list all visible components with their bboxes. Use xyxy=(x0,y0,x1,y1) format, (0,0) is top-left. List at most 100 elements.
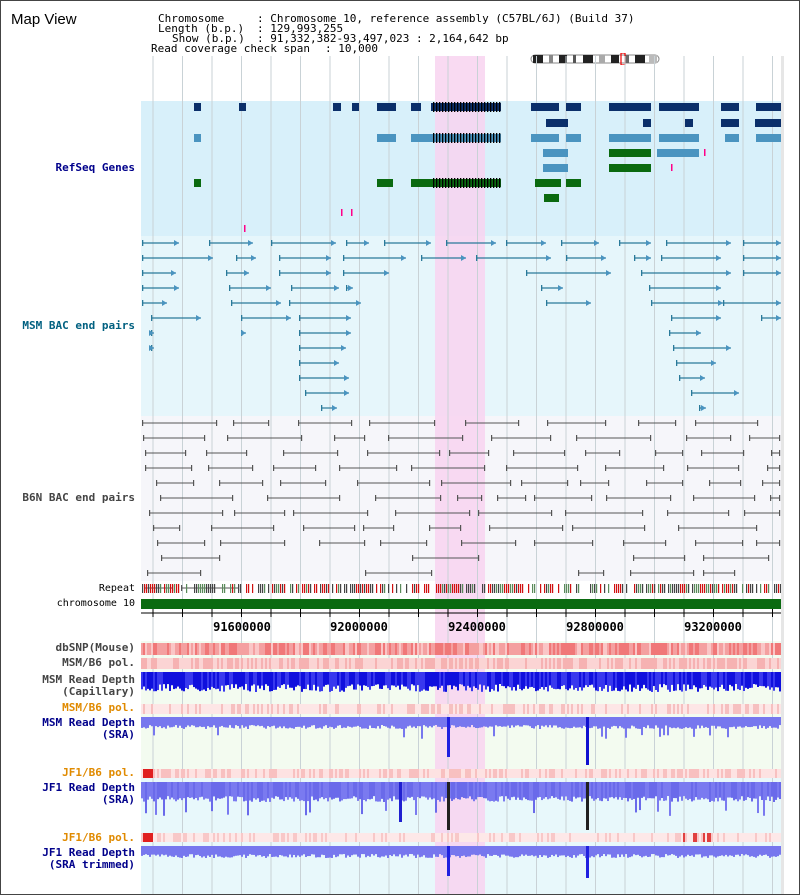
msm-sra-depth xyxy=(197,717,199,728)
msm-bac-end xyxy=(546,300,548,306)
msm-sra-depth xyxy=(387,717,389,728)
msm-b6-pol-cell xyxy=(707,658,709,669)
msm-b6-pol-cell xyxy=(511,658,513,669)
msm-capillary-depth xyxy=(473,672,475,687)
msm-capillary-depth xyxy=(585,672,587,686)
msm-b6-pol-cell xyxy=(257,658,259,669)
jf1-trimmed-depth xyxy=(767,846,769,857)
msm-bac-end xyxy=(142,255,144,261)
dbsnp-cell xyxy=(229,643,231,655)
jf1-b6-pol-cell xyxy=(717,833,719,842)
jf1-sra-depth xyxy=(369,782,371,800)
msm-b6-pol-cell xyxy=(465,658,467,669)
repeat-mark xyxy=(450,584,452,593)
b6n-bac-end xyxy=(211,525,213,531)
jf1-b6-pol-cell xyxy=(751,833,753,842)
jf1-b6-pol-cell xyxy=(389,833,391,842)
msm-b6-pol-cell xyxy=(779,658,781,669)
jf1-trimmed-depth xyxy=(543,846,545,856)
jf1-sra-depth xyxy=(703,782,705,800)
jf1-sra-depth xyxy=(549,782,551,799)
jf1-b6-pol-cell xyxy=(177,769,179,778)
msm-sra-depth xyxy=(245,717,247,727)
repeat-mark xyxy=(700,584,702,593)
repeat-mark xyxy=(380,584,382,593)
jf1-trimmed-depth xyxy=(293,846,295,855)
msm-sra-depth xyxy=(143,717,145,728)
jf1-b6-pol-cell xyxy=(199,833,201,842)
msm-capillary-depth xyxy=(617,672,619,691)
repeat-mark xyxy=(440,584,442,593)
msm-b6-pol-cell xyxy=(595,704,597,714)
msm-sra-depth-peak xyxy=(586,717,589,765)
b6n-bac-end xyxy=(576,435,578,441)
msm-capillary-depth xyxy=(673,672,675,691)
jf1-b6-pol-cell xyxy=(641,833,643,842)
dbsnp-cell xyxy=(263,643,265,655)
msm-b6-pol-cell xyxy=(757,704,759,714)
jf1-b6-pol-cell xyxy=(179,769,181,778)
b6n-bac-end xyxy=(518,420,520,426)
msm-b6-pol-cell xyxy=(273,704,275,714)
msm-b6-pol-cell xyxy=(217,704,219,714)
msm-sra-depth xyxy=(353,717,355,727)
jf1-sra-depth xyxy=(579,782,581,798)
jf1-trimmed-depth xyxy=(201,846,203,858)
jf1-sra-depth xyxy=(723,782,725,801)
repeat-mark xyxy=(756,584,758,593)
b6n-bac-end xyxy=(461,540,463,546)
msm-capillary-depth xyxy=(313,672,315,685)
jf1-trimmed-depth xyxy=(363,846,365,855)
jf1-sra-depth xyxy=(729,782,731,798)
b6n-bac-end xyxy=(646,480,648,486)
dbsnp-cell xyxy=(617,643,619,655)
msm-sra-depth xyxy=(437,717,439,727)
jf1-trimmed-depth xyxy=(337,846,339,857)
jf1-b6-pol-cell xyxy=(341,769,343,778)
jf1-b6-pol-cell xyxy=(223,833,225,842)
dbsnp-cell xyxy=(521,643,523,655)
dbsnp-cell xyxy=(289,643,291,655)
repeat-mark xyxy=(142,584,144,593)
dbsnp-cell xyxy=(511,643,513,655)
chromosome-ideogram[interactable] xyxy=(529,53,661,65)
msm-b6-pol-cell xyxy=(187,658,189,669)
track-label-repeat: Repeat xyxy=(98,583,135,594)
jf1-b6-pol-cell xyxy=(275,833,277,842)
msm-sra-depth xyxy=(621,717,623,728)
msm-sra-depth xyxy=(747,717,749,728)
repeat-mark xyxy=(638,584,640,593)
msm-sra-depth xyxy=(527,717,529,726)
msm-b6-pol-cell xyxy=(729,704,731,714)
jf1-sra-depth xyxy=(747,782,749,798)
dbsnp-cell xyxy=(257,643,259,655)
jf1-b6-pol-cell xyxy=(673,833,675,842)
dbsnp-cell xyxy=(583,643,585,655)
jf1-b6-pol-cell xyxy=(633,833,635,842)
jf1-b6-pol-cell xyxy=(613,769,615,778)
jf1-b6-pol-cell xyxy=(247,769,249,778)
msm-b6-pol-cell xyxy=(505,704,507,714)
dbsnp-cell xyxy=(453,643,455,655)
jf1-sra-depth xyxy=(229,782,231,797)
msm-capillary-depth xyxy=(665,672,667,686)
jf1-sra-depth xyxy=(569,782,571,801)
msm-b6-pol-cell xyxy=(401,658,403,669)
msm-b6-pol-cell xyxy=(469,704,471,714)
msm-sra-depth xyxy=(607,717,609,728)
jf1-sra-depth xyxy=(181,782,183,801)
msm-capillary-depth xyxy=(523,672,525,689)
jf1-trimmed-depth xyxy=(579,846,581,855)
repeat-mark xyxy=(642,584,644,593)
msm-sra-depth xyxy=(545,717,547,726)
msm-capillary-depth xyxy=(637,672,639,685)
msm-b6-pol-cell xyxy=(253,658,255,669)
msm-sra-depth xyxy=(673,717,675,728)
b6n-bac-end xyxy=(206,450,208,456)
msm-sra-depth xyxy=(331,717,333,728)
msm-b6-pol-cell xyxy=(663,704,665,714)
msm-b6-pol-cell xyxy=(339,704,341,714)
jf1-b6-pol-cell xyxy=(215,769,217,778)
msm-sra-depth xyxy=(773,717,775,728)
